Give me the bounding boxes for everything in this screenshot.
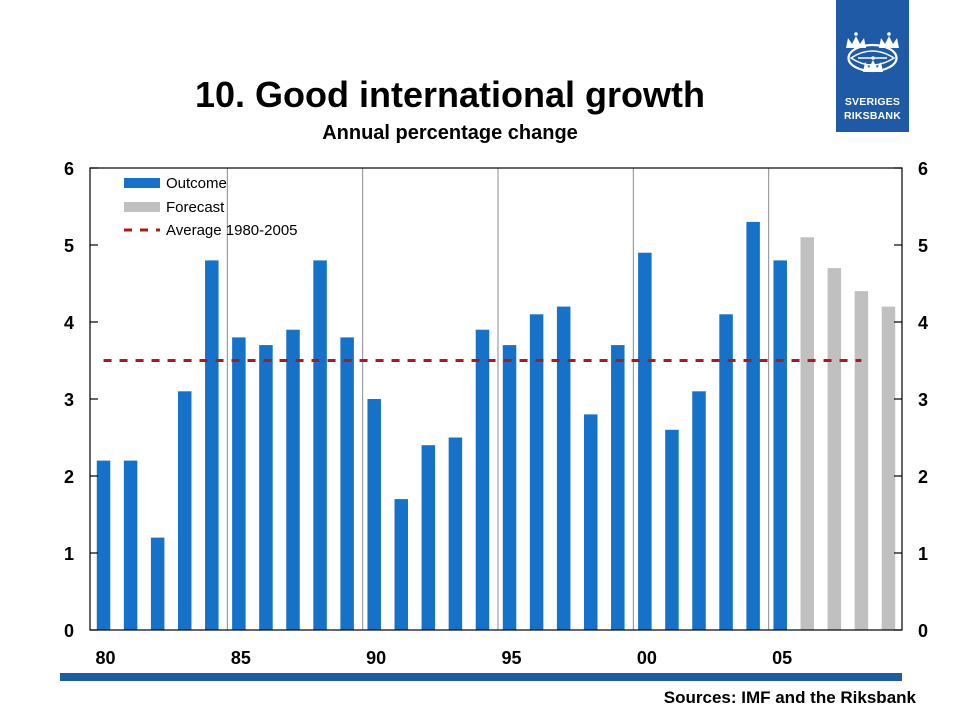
- outcome-bar-1998: [583, 414, 598, 630]
- y-tick-label-right: 3: [918, 390, 928, 410]
- crowned-shield-emblem-icon: [846, 32, 899, 73]
- outcome-bar-2005: [773, 260, 787, 630]
- y-tick-label-left: 3: [64, 390, 74, 410]
- outcome-bar-2002: [692, 391, 706, 630]
- forecast-bar-2007: [827, 268, 842, 630]
- y-tick-label-right: 6: [918, 159, 928, 179]
- outcome-bar-1994: [475, 329, 490, 630]
- x-tick-label-95: 95: [502, 648, 522, 668]
- outcome-bar-1985: [232, 337, 246, 630]
- y-tick-label-left: 5: [64, 236, 74, 256]
- x-axis-ticks: 80 85 90 95 00 05: [96, 648, 793, 668]
- outcome-bar-2004: [746, 221, 760, 630]
- chart-title: 10. Good international growth: [194, 74, 705, 115]
- outcome-bar-1981: [123, 460, 138, 630]
- outcome-bar-1980: [96, 460, 111, 630]
- y-tick-label-left: 6: [64, 159, 74, 179]
- forecast-bar-2009: [881, 306, 896, 630]
- y-tick-label-right: 4: [918, 313, 928, 333]
- outcome-bar-1992: [421, 445, 436, 630]
- riksbank-logo: SVERIGES RIKSBANK: [836, 0, 909, 132]
- x-tick-label-05: 05: [772, 648, 792, 668]
- logo-line-1: SVERIGES: [844, 96, 901, 108]
- outcome-bar-1999: [611, 345, 625, 630]
- outcome-bar-2000: [638, 252, 652, 630]
- y-tick-label-left: 1: [64, 544, 74, 564]
- logo-line-2: RIKSBANK: [843, 110, 902, 122]
- x-tick-label-90: 90: [366, 648, 386, 668]
- bars: [96, 221, 896, 631]
- outcome-bar-1989: [340, 337, 354, 630]
- outcome-bar-1986: [259, 345, 273, 630]
- outcome-bar-1997: [556, 306, 571, 630]
- legend-label-2: Average 1980-2005: [166, 222, 298, 239]
- forecast-bar-2006: [800, 237, 815, 631]
- legend-swatch-outcome: [124, 178, 160, 188]
- outcome-bar-1982: [150, 537, 165, 630]
- outcome-bar-1991: [394, 499, 409, 630]
- outcome-bar-1990: [367, 399, 381, 630]
- y-tick-label-left: 0: [64, 621, 74, 641]
- chart-subtitle: Annual percentage change: [322, 122, 578, 144]
- footer-bar: [60, 673, 902, 681]
- outcome-bar-1984: [205, 260, 219, 630]
- outcome-bar-1983: [177, 391, 192, 630]
- outcome-bar-1988: [313, 260, 327, 630]
- outcome-bar-1995: [502, 345, 517, 630]
- outcome-bar-1987: [286, 329, 300, 630]
- legend-swatch-forecast: [124, 202, 160, 212]
- y-tick-label-right: 1: [918, 544, 928, 564]
- legend: Outcome Forecast Average 1980-2005: [124, 175, 298, 239]
- x-tick-label-80: 80: [96, 648, 116, 668]
- x-tick-label-85: 85: [231, 648, 251, 668]
- x-tick-label-00: 00: [637, 648, 657, 668]
- outcome-bar-1996: [529, 314, 544, 630]
- y-tick-label-right: 5: [918, 236, 928, 256]
- forecast-bar-2008: [854, 291, 869, 630]
- outcome-bar-2003: [719, 314, 733, 630]
- y-tick-label-left: 4: [64, 313, 74, 333]
- source-note: Sources: IMF and the Riksbank: [663, 688, 916, 707]
- legend-label-0: Outcome: [166, 175, 227, 192]
- legend-label-1: Forecast: [166, 199, 225, 216]
- grid-lines: [226, 168, 770, 630]
- y-axis-ticks: 0 0 1 1 2 2 3 3 4 4 5 5 6 6: [64, 159, 928, 641]
- outcome-bar-1993: [448, 437, 463, 630]
- y-tick-label-right: 2: [918, 467, 928, 487]
- outcome-bar-2001: [665, 429, 679, 630]
- y-tick-label-left: 2: [64, 467, 74, 487]
- y-tick-label-right: 0: [918, 621, 928, 641]
